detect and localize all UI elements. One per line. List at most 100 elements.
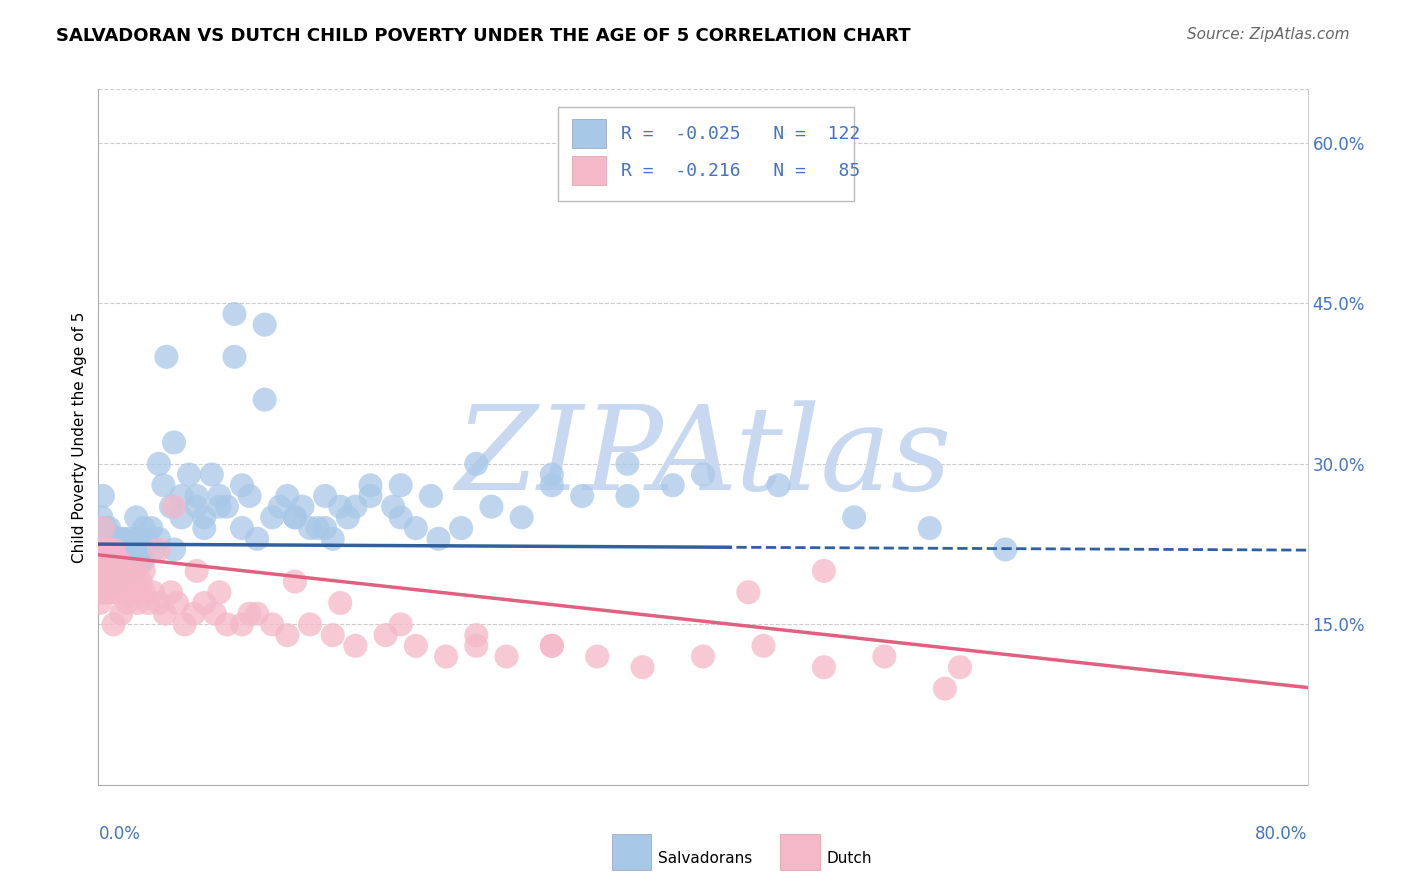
Point	[193, 510, 215, 524]
Point	[405, 521, 427, 535]
Point	[291, 500, 314, 514]
Point	[224, 350, 246, 364]
Point	[540, 639, 562, 653]
Point	[93, 564, 115, 578]
Point	[224, 307, 246, 321]
Point	[104, 564, 127, 578]
Point	[110, 574, 132, 589]
Point	[246, 607, 269, 621]
Point	[121, 585, 143, 599]
Point	[101, 542, 124, 557]
Point	[125, 510, 148, 524]
Point	[111, 553, 134, 567]
Point	[284, 574, 307, 589]
Point	[90, 585, 112, 599]
Point	[94, 553, 117, 567]
Point	[465, 639, 488, 653]
Point	[120, 542, 142, 557]
Point	[186, 489, 208, 503]
Point	[110, 607, 132, 621]
Point	[153, 607, 176, 621]
Point	[322, 532, 344, 546]
Point	[389, 510, 412, 524]
Point	[111, 532, 134, 546]
Point	[163, 542, 186, 557]
Point	[427, 532, 450, 546]
Point	[450, 521, 472, 535]
Point	[108, 532, 131, 546]
Point	[101, 585, 124, 599]
Text: R =  -0.216   N =   85: R = -0.216 N = 85	[621, 161, 860, 179]
Point	[284, 510, 307, 524]
Point	[253, 318, 276, 332]
Point	[434, 649, 457, 664]
Point	[132, 553, 155, 567]
Point	[336, 510, 359, 524]
Point	[276, 489, 298, 503]
Point	[96, 542, 118, 557]
Point	[121, 553, 143, 567]
Point	[96, 553, 118, 567]
Point	[103, 585, 125, 599]
Point	[148, 532, 170, 546]
Point	[90, 532, 112, 546]
Point	[100, 574, 122, 589]
Point	[299, 617, 322, 632]
Point	[129, 574, 152, 589]
Point	[284, 510, 307, 524]
Point	[108, 553, 131, 567]
Point	[813, 564, 835, 578]
Point	[179, 467, 201, 482]
Point	[108, 585, 131, 599]
Point	[90, 553, 112, 567]
Point	[105, 532, 128, 546]
Point	[231, 478, 253, 492]
Point	[540, 478, 562, 492]
Text: Source: ZipAtlas.com: Source: ZipAtlas.com	[1187, 27, 1350, 42]
Point	[170, 489, 193, 503]
Point	[239, 489, 262, 503]
Point	[148, 457, 170, 471]
Point	[329, 500, 352, 514]
Point	[616, 457, 638, 471]
Point	[103, 574, 125, 589]
Point	[90, 553, 112, 567]
Point	[103, 553, 125, 567]
Point	[204, 607, 226, 621]
Point	[183, 607, 205, 621]
Point	[299, 521, 322, 535]
Point	[186, 564, 208, 578]
Point	[118, 553, 141, 567]
Point	[246, 532, 269, 546]
Point	[571, 489, 593, 503]
Point	[110, 564, 132, 578]
Text: Dutch: Dutch	[827, 851, 872, 865]
Point	[231, 521, 253, 535]
Text: R =  -0.025   N =  122: R = -0.025 N = 122	[621, 125, 860, 143]
Point	[420, 489, 443, 503]
Point	[322, 628, 344, 642]
Point	[389, 478, 412, 492]
Point	[93, 542, 115, 557]
Point	[93, 532, 115, 546]
Point	[96, 585, 118, 599]
Point	[91, 542, 114, 557]
Point	[114, 564, 136, 578]
Point	[111, 564, 134, 578]
Point	[374, 628, 396, 642]
Point	[360, 489, 382, 503]
Point	[104, 564, 127, 578]
Point	[91, 564, 114, 578]
Point	[201, 467, 224, 482]
Point	[193, 521, 215, 535]
Point	[91, 489, 114, 503]
Point	[101, 564, 124, 578]
Point	[737, 585, 759, 599]
Point	[112, 585, 135, 599]
Point	[125, 585, 148, 599]
Text: SALVADORAN VS DUTCH CHILD POVERTY UNDER THE AGE OF 5 CORRELATION CHART: SALVADORAN VS DUTCH CHILD POVERTY UNDER …	[56, 27, 911, 45]
Point	[90, 510, 112, 524]
Y-axis label: Child Poverty Under the Age of 5: Child Poverty Under the Age of 5	[72, 311, 87, 563]
Point	[152, 478, 174, 492]
Point	[112, 542, 135, 557]
